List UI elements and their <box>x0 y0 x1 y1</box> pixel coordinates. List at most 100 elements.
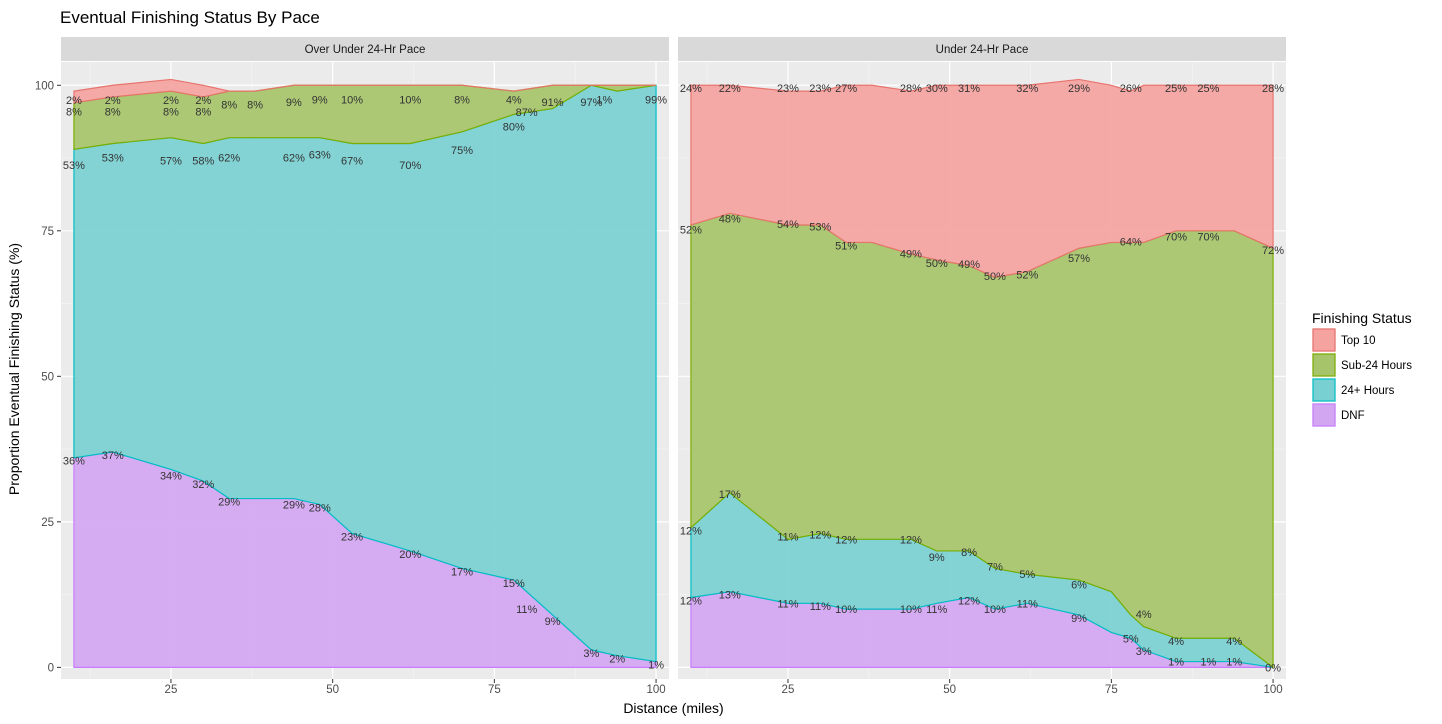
legend: Finishing Status Top 10 Sub-24 Hours 24+ H… <box>1312 310 1412 427</box>
data-label: 2% <box>105 95 121 107</box>
legend-swatch-dnf <box>1312 403 1336 427</box>
data-label: 8% <box>247 99 263 111</box>
x-tick-label: 50 <box>326 684 339 696</box>
y-axis-title: Proportion Eventual Finishing Status (%) <box>6 243 22 495</box>
data-label: 22% <box>719 83 741 95</box>
data-label: 49% <box>900 249 922 261</box>
y-tick-label: 0 <box>48 662 54 674</box>
data-label: 52% <box>680 225 702 237</box>
data-label: 49% <box>958 259 980 271</box>
data-label: 31% <box>958 83 980 95</box>
x-tick-label: 100 <box>646 684 665 696</box>
data-label: 25% <box>1165 83 1187 95</box>
data-label: 36% <box>63 456 85 468</box>
data-label: 52% <box>1016 269 1038 281</box>
x-tick-label: 75 <box>488 684 501 696</box>
data-label: 3% <box>1136 646 1152 658</box>
panel-strip <box>678 37 1286 61</box>
data-label: 34% <box>160 470 182 482</box>
data-label: 72% <box>1262 245 1284 257</box>
data-label: 12% <box>835 534 857 546</box>
data-label: 91% <box>542 97 564 109</box>
data-label: 4% <box>1226 636 1242 648</box>
area-top-10 <box>73 78 657 104</box>
data-label: 32% <box>1016 83 1038 95</box>
data-label: 29% <box>1068 83 1090 95</box>
data-label: 2% <box>163 95 179 107</box>
data-label: 6% <box>1071 580 1087 592</box>
data-label: 70% <box>1165 232 1187 244</box>
x-axis-title: Distance (miles) <box>623 700 723 716</box>
y-tick-label: 75 <box>41 226 54 238</box>
data-label: 2% <box>195 95 211 107</box>
x-tick-label: 100 <box>1263 684 1282 696</box>
data-label: 17% <box>719 489 741 501</box>
panel-strip-label: Under 24-Hr Pace <box>936 44 1029 56</box>
data-label: 32% <box>192 479 214 491</box>
data-label: 12% <box>900 534 922 546</box>
data-label: 75% <box>451 145 473 157</box>
data-label: 10% <box>984 604 1006 616</box>
y-tick-label: 25 <box>41 517 54 529</box>
legend-label-dnf: DNF <box>1341 410 1365 422</box>
data-label: 1% <box>1200 657 1216 669</box>
data-label: 0% <box>1265 662 1281 674</box>
data-label: 10% <box>835 604 857 616</box>
legend-label-top-10: Top 10 <box>1341 335 1376 347</box>
data-label: 8% <box>961 547 977 559</box>
y-tick-label: 50 <box>41 371 54 383</box>
x-tick-label: 25 <box>782 684 795 696</box>
data-label: 54% <box>777 219 799 231</box>
data-label: 70% <box>399 160 421 172</box>
data-label: 11% <box>777 598 798 610</box>
data-label: 17% <box>451 566 473 578</box>
data-label: 29% <box>218 496 240 508</box>
data-label: 64% <box>1120 236 1142 248</box>
data-label: 1% <box>1168 657 1184 669</box>
data-label: 10% <box>900 604 922 616</box>
data-label: 80% <box>503 122 525 134</box>
data-label: 51% <box>835 240 857 252</box>
data-label: 30% <box>926 83 948 95</box>
data-label: 28% <box>309 502 331 514</box>
panel-strip-label: Over Under 24-Hr Pace <box>305 44 426 56</box>
data-label: 5% <box>1019 569 1035 581</box>
data-label: 23% <box>341 531 363 543</box>
data-label: 24% <box>680 83 702 95</box>
data-label: 20% <box>399 549 421 561</box>
data-label: 1% <box>1226 657 1242 669</box>
data-label: 9% <box>929 552 945 564</box>
panel-2: Under 24-Hr Pace 24% 22% 23% 23% 27% 28% 30% 31%… <box>678 37 1286 696</box>
data-label: 11% <box>810 601 831 613</box>
x-tick-label: 50 <box>943 684 956 696</box>
data-label: 63% <box>309 150 331 162</box>
data-label: 9% <box>312 94 328 106</box>
data-label: 87% <box>516 107 538 119</box>
data-label: 53% <box>809 222 831 234</box>
data-label: 62% <box>283 152 305 164</box>
data-label: 4% <box>1136 609 1152 621</box>
data-label: 27% <box>835 83 857 95</box>
data-label: 8% <box>66 106 82 118</box>
data-label: 50% <box>926 258 948 270</box>
data-label: 11% <box>926 604 947 616</box>
data-label: 1% <box>648 659 664 671</box>
data-label: 9% <box>286 97 302 109</box>
data-label: 70% <box>1197 232 1219 244</box>
data-label: 8% <box>163 106 179 118</box>
data-label: 50% <box>984 271 1006 283</box>
data-label: 10% <box>341 94 363 106</box>
data-label: 57% <box>160 155 182 167</box>
data-label: 25% <box>1197 83 1219 95</box>
data-label: 12% <box>958 595 980 607</box>
data-label: 5% <box>1123 633 1139 645</box>
legend-label-sub-24-hours: Sub-24 Hours <box>1341 360 1412 372</box>
data-label: 11% <box>1017 598 1038 610</box>
data-label: 67% <box>341 155 363 167</box>
data-label: 37% <box>102 450 124 462</box>
legend-swatch-24-hours <box>1312 378 1336 402</box>
data-label: 23% <box>809 83 831 95</box>
